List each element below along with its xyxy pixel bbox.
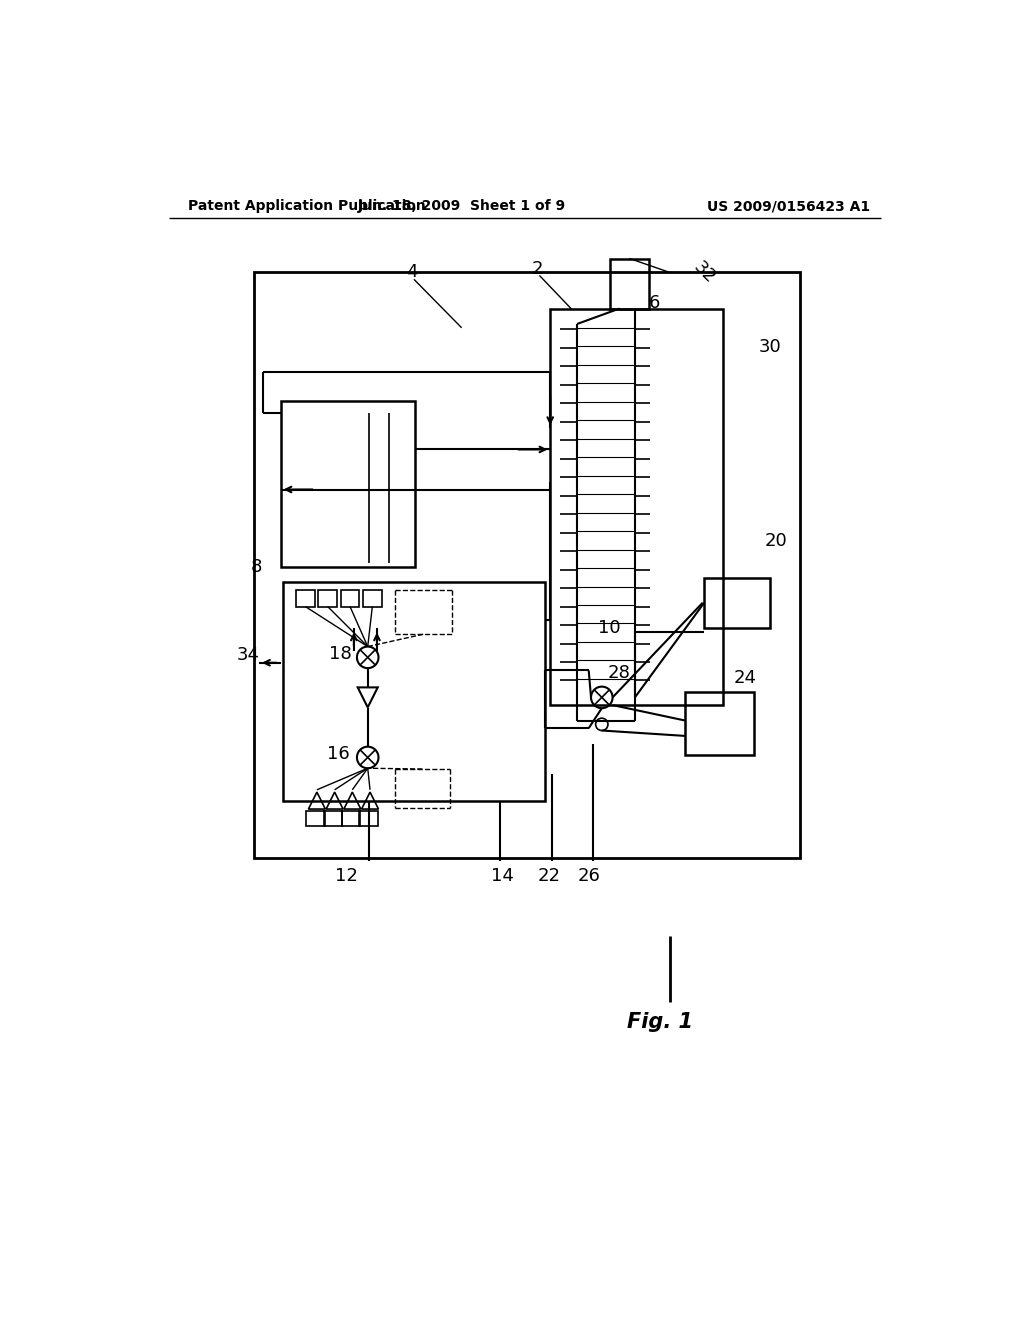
Text: 28: 28 [608,664,631,681]
Bar [283,582,545,801]
Text: US 2009/0156423 A1: US 2009/0156423 A1 [707,199,869,213]
Text: 10: 10 [598,619,621,638]
Bar [318,590,337,607]
Text: 6: 6 [648,294,659,312]
Text: 16: 16 [327,744,350,763]
Text: 34: 34 [237,645,260,664]
Bar [705,578,770,628]
Bar [342,810,360,826]
Bar [306,810,325,826]
Bar [324,810,342,826]
Text: Patent Application Publication: Patent Application Publication [188,199,426,213]
Text: 30: 30 [759,338,781,356]
Text: 26: 26 [578,867,601,884]
Text: 12: 12 [335,867,357,884]
Text: 20: 20 [765,532,787,550]
Text: 24: 24 [733,669,757,688]
Text: 4: 4 [406,264,418,281]
Bar [610,259,649,309]
Text: 18: 18 [329,644,351,663]
Text: 8: 8 [251,557,262,576]
Bar [296,590,314,607]
Text: 22: 22 [538,867,560,884]
Text: Jun. 18, 2009  Sheet 1 of 9: Jun. 18, 2009 Sheet 1 of 9 [357,199,565,213]
Text: 14: 14 [492,867,514,884]
Bar [254,272,801,858]
Text: Fig. 1: Fig. 1 [628,1011,693,1031]
Text: 32: 32 [690,257,719,286]
Bar [364,590,382,607]
Text: 2: 2 [531,260,543,277]
Bar [685,692,755,755]
Bar [341,590,359,607]
Bar [550,309,724,705]
Bar [359,810,378,826]
Bar [281,401,416,566]
